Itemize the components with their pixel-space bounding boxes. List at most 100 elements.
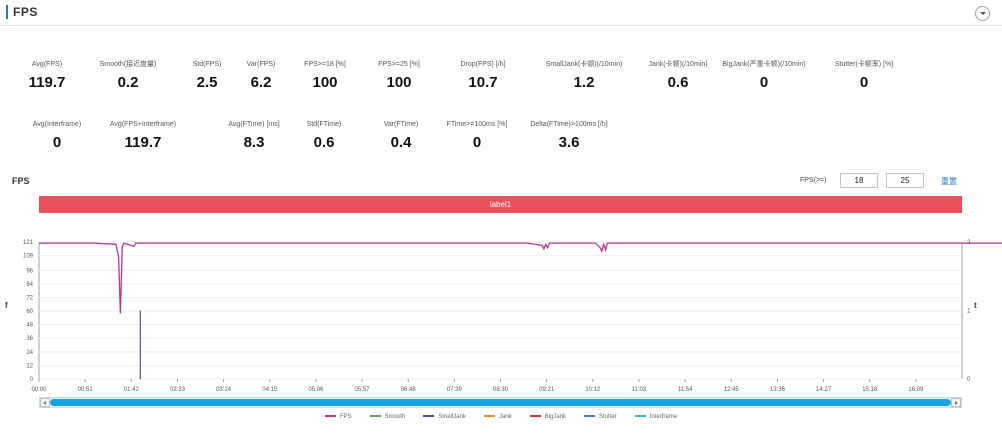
metric-value: 0 [759,74,769,91]
x-tick-label: 14:27 [816,387,832,393]
legend-label: Smooth [384,414,406,420]
metric-value: 100 [386,74,412,91]
metric-label: FPS>=18 [%] [304,61,346,68]
fps-filter-label: FPS(>=) [800,177,827,184]
metric-row1-7: SmallJank(卡顿)(/10min) 1.2 [534,60,634,92]
y-tick-left-label: 0 [30,377,34,383]
x-tick-label: 10:12 [585,387,601,393]
metric-value: 8.3 [243,134,265,151]
series-fps-line [39,242,1002,314]
metric-value: 0.6 [667,74,689,91]
legend-item-bigjank[interactable]: BigJank [529,414,567,420]
y-tick-left-label: 121 [23,240,34,246]
metric-row2-1: Avg(FPS+Interframe) 119.7 [93,120,193,152]
reset-button[interactable]: 重置 [941,177,957,186]
label-bar-text: label1 [489,200,512,209]
metric-row1-1: Smooth(接近度量) 0.2 [78,60,178,92]
x-tick-label: 11:54 [678,387,693,393]
metric-row2-2: Avg(FTime) [ms] 8.3 [204,120,304,152]
x-axis: 00:00 00:51 01:42 02:33 03:24 04:15 05:06 05:57… [31,379,924,393]
legend-swatch [324,415,336,418]
panel-title: FPS [13,5,38,19]
metric-value: 119.7 [28,74,66,91]
metric-label: Var(FPS) [246,61,276,68]
y-tick-left-label: 96 [26,268,33,274]
metric-label: Stutter(卡顿率) [%] [834,61,894,68]
metric-label: Avg(FPS+Interframe) [109,121,177,128]
metric-row2-0: Avg(Interframe) 0 [7,120,107,152]
x-tick-label: 08:30 [493,387,509,393]
chevron-down-icon[interactable] [975,6,990,21]
x-tick-label: 07:39 [447,387,463,393]
metric-value: 0.6 [313,134,335,151]
legend-swatch [423,415,435,418]
x-tick-label: 11:03 [632,387,647,393]
x-tick-label: 15:18 [862,387,878,393]
header-accent-bar [6,5,8,19]
fps-threshold-1-input[interactable] [840,173,878,188]
slider-left-handle[interactable] [40,398,50,407]
legend-label: Interframe [649,414,678,420]
x-tick-label: 12:45 [724,387,740,393]
legend-swatch [369,415,381,418]
x-tick-label: 09:21 [539,387,555,393]
metric-value: 10.7 [468,74,498,91]
fps-threshold-2-input[interactable] [886,173,924,188]
x-tick-label: 06:48 [401,387,417,393]
legend-label: Stutter [599,414,617,420]
metric-value: 6.2 [250,74,272,91]
legend-item-fps[interactable]: FPS [324,414,352,420]
chart-grid [38,241,963,380]
chart-title: FPS [12,176,30,186]
legend-item-smalljank[interactable]: SmallJank [423,414,466,420]
metric-row2-5: FTime>=100ms [%] 0 [427,120,527,152]
metric-value: 119.7 [124,134,162,151]
metric-row1-6: Drop(FPS) [/h] 10.7 [433,60,533,92]
x-tick-label: 00:51 [78,387,94,393]
legend-item-stutter[interactable]: Stutter [584,414,617,420]
legend-swatch [584,415,596,418]
metric-label: Avg(Interframe) [32,121,82,128]
legend-swatch [634,415,646,418]
legend-swatch [529,415,541,418]
x-tick-label: 01:42 [124,387,140,393]
metric-row1-8: Jank(卡顿)(/10min) 0.6 [628,60,728,92]
legend-label: Jank [498,414,512,420]
time-range-slider[interactable] [39,397,962,408]
x-tick-label: 05:57 [355,387,371,393]
chart-series [39,242,1002,379]
metric-label: Delta(FTime)>100ms [/h] [530,121,608,128]
y-tick-right-label: 0 [967,377,971,383]
metric-label: BigJank(严重卡顿)(/10min) [722,61,806,68]
metric-value: 0.2 [117,74,139,91]
y-axis-left-label: f [5,301,8,310]
metric-row1-9: BigJank(严重卡顿)(/10min) 0 [714,60,814,92]
slider-right-handle[interactable] [951,398,961,407]
y-tick-left-label: 48 [26,323,33,329]
y-axis-right: 012 [967,240,971,383]
metric-label: Smooth(接近度量) [99,61,157,68]
x-tick-label: 04:15 [262,387,278,393]
x-tick-label: 02:33 [170,387,186,393]
x-tick-label: 03:24 [216,387,232,393]
x-tick-label: 00:00 [31,387,47,393]
metric-label: FTime>=100ms [%] [446,121,508,128]
slider-range-fill[interactable] [50,399,951,406]
y-tick-right-label: 1 [967,309,971,315]
chart-legend: FPS Smooth SmallJank Jank BigJank Stutter Inte… [0,414,1002,420]
legend-item-interframe[interactable]: Interframe [634,414,678,420]
legend-item-jank[interactable]: Jank [483,414,512,420]
metric-label: Var(FTime) [383,121,419,128]
legend-label: BigJank [544,414,567,420]
panel-header: FPS [0,0,1002,26]
metric-row1-3: Var(FPS) 6.2 [211,60,311,92]
metric-value: 0.4 [390,134,412,151]
metric-label: Drop(FPS) [/h] [460,61,506,68]
y-tick-left-label: 24 [26,350,33,356]
legend-item-smooth[interactable]: Smooth [369,414,406,420]
metric-label: Std(FPS) [192,61,222,68]
label-bar[interactable]: label1 [39,196,962,213]
y-tick-left-label: 12 [26,363,33,369]
metric-label: Jank(卡顿)(/10min) [648,61,708,68]
metric-value: 2.5 [196,74,218,91]
